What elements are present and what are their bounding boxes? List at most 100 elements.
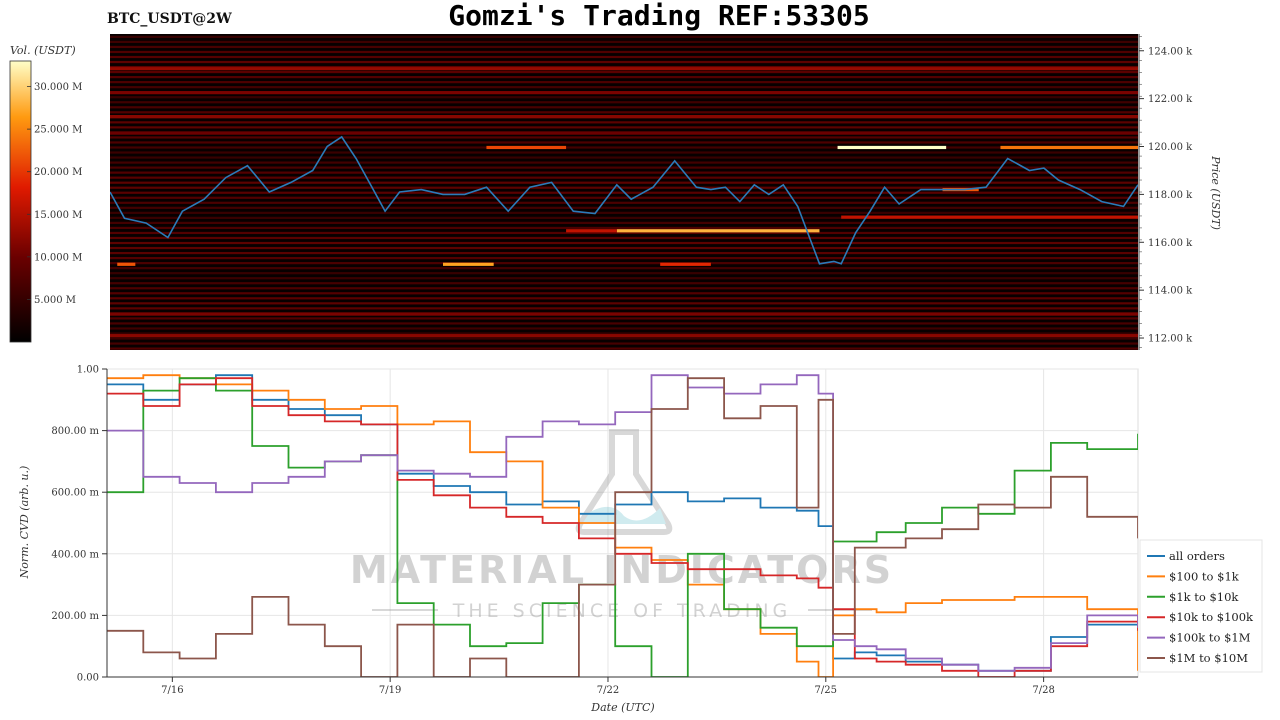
cvd-x-tick-label: 7/28 — [1032, 685, 1054, 696]
heatmap-row — [110, 126, 1138, 129]
liquidity-level — [110, 131, 1138, 135]
heatmap-row — [110, 256, 1138, 260]
heatmap-row — [110, 246, 1138, 250]
price-line — [110, 135, 1138, 265]
colorbar-title: Vol. (USDT) — [10, 44, 76, 57]
heatmap-levels — [110, 67, 1138, 338]
cvd-x-tick-label: 7/22 — [597, 685, 619, 696]
liquidity-level — [566, 229, 617, 233]
legend-items: all orders $100 to $1k $1k to $10k $10k to … — [1147, 549, 1254, 665]
heatmap-row — [110, 181, 1138, 184]
cvd-series-line — [107, 377, 1138, 677]
liquidity-level — [660, 262, 711, 266]
price-tick-label: 120.00 k — [1148, 142, 1193, 153]
heatmap-row — [110, 322, 1138, 325]
heatmap-row — [110, 70, 1138, 74]
colorbar: 5.000 M 10.000 M 15.000 M 20.000 M 25.000 M 3… — [9, 60, 82, 343]
heatmap-row — [110, 267, 1138, 270]
heatmap-row — [110, 196, 1138, 199]
colorbar-tick-label: 15.000 M — [34, 210, 82, 221]
legend-label: $10k to $100k — [1169, 610, 1254, 624]
heatmap-row — [110, 342, 1138, 345]
cvd-y-tick-label: 400.00 m — [51, 549, 99, 560]
cvd-x-ticks: 7/16 7/19 7/22 7/25 7/28 — [161, 677, 1055, 696]
price-tick-label: 116.00 k — [1148, 238, 1193, 249]
cvd-y-tick-label: 600.00 m — [51, 488, 99, 499]
heatmap-row — [110, 327, 1138, 330]
liquidity-level — [486, 145, 567, 150]
heatmap-row — [110, 76, 1138, 79]
legend-label: $1M to $10M — [1169, 651, 1248, 665]
liquidity-level — [616, 229, 820, 233]
liquidity-level — [110, 114, 1138, 119]
heatmap-row — [110, 151, 1138, 154]
price-tick-label: 118.00 k — [1148, 190, 1193, 201]
liquidity-level — [841, 215, 1138, 219]
cvd-y-axis-title: Norm. CVD (arb. u.) — [18, 466, 31, 580]
heatmap-row — [110, 156, 1138, 159]
price-axis-title: Price (USDT) — [1209, 155, 1222, 230]
watermark-tagline: THE SCIENCE OF TRADING — [452, 600, 792, 622]
heatmap-row — [110, 282, 1138, 285]
cvd-series-line — [107, 377, 1138, 677]
heatmap-row — [110, 101, 1138, 104]
heatmap-row — [110, 221, 1138, 225]
price-tick-label: 124.00 k — [1148, 46, 1193, 57]
heatmap-row — [110, 231, 1138, 235]
heatmap-row — [110, 40, 1138, 44]
heatmap-row — [110, 206, 1138, 209]
legend-label: $100 to $1k — [1169, 569, 1240, 583]
legend-box — [1139, 539, 1263, 673]
heatmap-row — [110, 50, 1138, 54]
heatmap-row — [110, 297, 1138, 300]
cvd-background — [106, 368, 1139, 678]
heatmap-row — [110, 332, 1138, 335]
watermark: MATERIAL INDICATORS THE SCIENCE OF TRADI… — [350, 429, 891, 622]
cvd-y-ticks: 0.00 200.00 m 400.00 m 600.00 m 800.00 m 1.00 — [51, 365, 107, 684]
heatmap-row — [110, 337, 1138, 340]
price-tick-label: 112.00 k — [1148, 334, 1193, 345]
heatmap-row — [110, 86, 1138, 89]
cvd-series-line — [107, 374, 1138, 672]
cvd-y-tick-label: 1.00 — [77, 365, 99, 376]
heatmap-row — [110, 60, 1138, 64]
heatmap-bands — [110, 35, 1138, 350]
heatmap-row — [110, 201, 1138, 204]
liquidity-level — [1000, 145, 1138, 150]
page-title: Gomzi's Trading REF:53305 — [448, 0, 870, 32]
heatmap-row — [110, 236, 1138, 240]
heatmap-row — [110, 166, 1138, 169]
heatmap-row — [110, 171, 1138, 174]
heatmap-row — [110, 317, 1138, 320]
heatmap-row — [110, 45, 1138, 49]
heatmap-row — [110, 347, 1138, 350]
pair-label: BTC_USDT@2W — [107, 11, 232, 27]
cvd-y-tick-label: 800.00 m — [51, 426, 99, 437]
liquidity-level — [110, 312, 1138, 316]
colorbar-ticks: 5.000 M 10.000 M 15.000 M 20.000 M 25.000 M 3… — [27, 82, 82, 306]
colorbar-tick-label: 20.000 M — [34, 167, 82, 178]
legend: all orders $100 to $1k $1k to $10k $10k to … — [1139, 539, 1263, 673]
heatmap-row — [110, 251, 1138, 255]
cvd-series-line — [107, 374, 1138, 677]
heatmap-row — [110, 277, 1138, 280]
price-tick-label: 114.00 k — [1148, 286, 1193, 297]
cvd-x-tick-label: 7/25 — [815, 685, 837, 696]
liquidity-level — [443, 262, 494, 266]
heatmap-row — [110, 111, 1138, 114]
cvd-x-tick-label: 7/16 — [161, 685, 183, 696]
heatmap-row — [110, 106, 1138, 109]
heatmap-row — [110, 241, 1138, 245]
cvd-y-tick-label: 200.00 m — [51, 611, 99, 622]
colorbar-tick-label: 5.000 M — [34, 295, 76, 306]
liquidity-level — [117, 262, 136, 266]
heatmap-row — [110, 287, 1138, 290]
colorbar-tick-label: 10.000 M — [34, 252, 82, 263]
heatmap-row — [110, 176, 1138, 179]
liquidity-level — [110, 334, 1138, 338]
liquidity-level — [110, 91, 1138, 95]
heatmap-row — [110, 186, 1138, 189]
heatmap-row — [110, 211, 1138, 214]
heatmap-row — [110, 121, 1138, 124]
heatmap-row — [110, 216, 1138, 219]
